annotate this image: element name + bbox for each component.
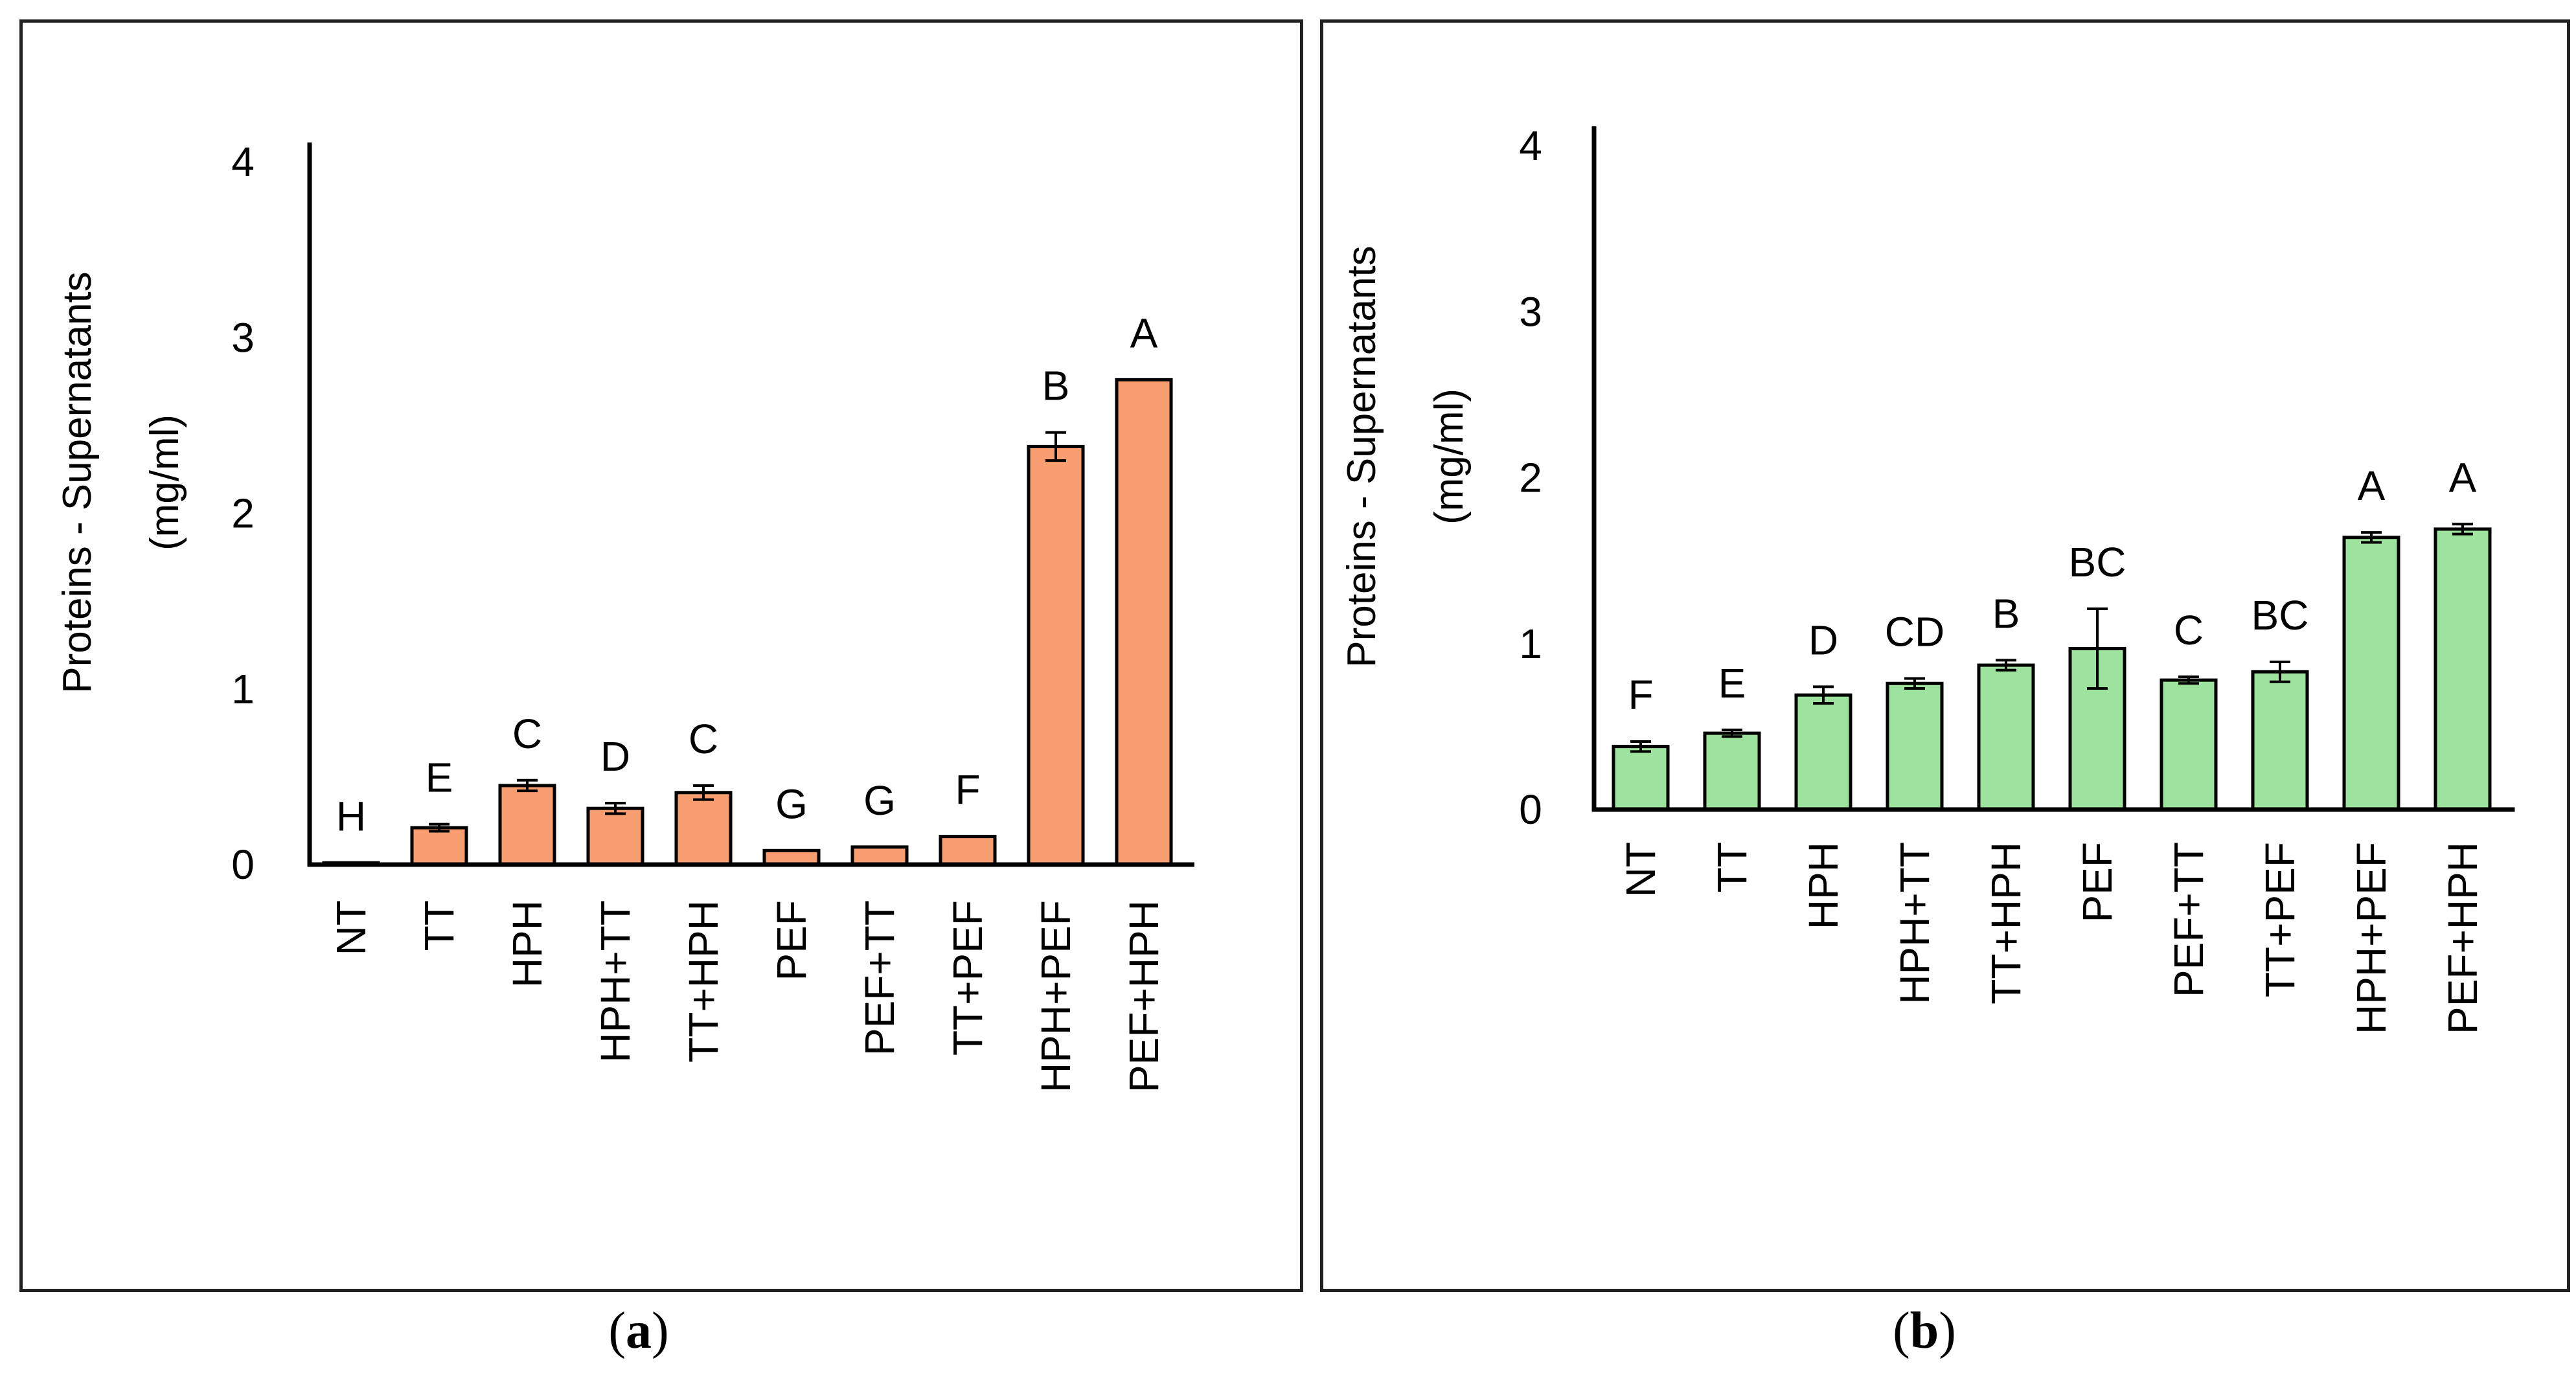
error-bar (517, 778, 538, 793)
x-tick-label: HPH+TT (592, 900, 639, 1063)
chart-a-svg: 0 1 2 3 4 Proteins - Supernatants (mg/ml) H NT E T… (55, 139, 1194, 1093)
bar (1794, 693, 1852, 811)
x-tick-label: HPH+TT (1891, 842, 1938, 1004)
significance-letter: E (426, 755, 453, 801)
x-tick-label: TT+HPH (1983, 842, 2029, 1004)
caption-a: (a) (608, 1302, 669, 1359)
x-tick-label: PEF+TT (2165, 842, 2212, 997)
y-tick-label: 1 (231, 666, 255, 712)
significance-letter: A (2449, 454, 2477, 501)
bar (2434, 527, 2492, 811)
error-bar (1904, 677, 1925, 690)
x-tick-label: PEF+HPH (2439, 842, 2486, 1034)
significance-letter: F (955, 767, 980, 813)
significance-letter: C (512, 710, 542, 757)
bar (939, 835, 997, 867)
error-bar (1630, 740, 1651, 753)
x-tick-label: NT (328, 900, 374, 955)
y-axis-label: Proteins - Supernatants (1339, 245, 1384, 667)
y-tick-label: 4 (1519, 122, 1542, 169)
bar (2342, 536, 2400, 811)
significance-letter: H (336, 793, 366, 839)
bar (410, 826, 468, 867)
error-bar (2087, 607, 2108, 690)
chart-panel-b: 0 1 2 3 4 Proteins - Supernatants (mg/ml) F NT E T… (1320, 19, 2570, 1292)
error-bar (429, 823, 450, 833)
bar (586, 806, 644, 867)
bar (2251, 670, 2309, 811)
significance-letter: A (2358, 462, 2386, 509)
y-tick-label: 3 (231, 314, 255, 361)
error-bar (1996, 659, 2016, 672)
x-tick-label: HPH (504, 900, 551, 988)
bar (498, 784, 556, 867)
error-bar (2452, 523, 2473, 536)
x-tick-label: TT (416, 900, 462, 951)
bar (1612, 745, 1670, 811)
caption-b-label: b (1909, 1302, 1939, 1359)
bar (1115, 378, 1173, 867)
significance-letter: G (863, 777, 896, 824)
bar (1703, 731, 1761, 811)
y-axis-label: Proteins - Supernatants (55, 271, 100, 693)
y-tick-label: 2 (1519, 455, 1542, 501)
x-tick-label: TT (1709, 842, 1755, 892)
y-tick-label: 0 (231, 841, 255, 888)
x-tick-label: PEF (768, 900, 815, 981)
significance-letter: B (1042, 363, 1070, 409)
bar (1886, 681, 1944, 811)
significance-letter: A (1130, 310, 1158, 356)
y-tick-label: 0 (1519, 786, 1542, 833)
significance-letter: C (689, 716, 718, 762)
x-tick-label: PEF+TT (856, 900, 903, 1056)
x-tick-label: TT+PEF (2257, 842, 2303, 997)
chart-b-svg: 0 1 2 3 4 Proteins - Supernatants (mg/ml) F NT E T… (1339, 122, 2515, 1034)
error-bar (1813, 685, 1834, 705)
significance-letter: CD (1885, 609, 1944, 655)
bar (850, 845, 909, 867)
error-bar (693, 784, 714, 801)
error-bar (1045, 431, 1066, 462)
x-tick-label: HPH+PEF (1032, 900, 1079, 1093)
caption-a-label: a (626, 1302, 652, 1359)
significance-letter: BC (2251, 592, 2309, 639)
y-tick-label: 4 (231, 139, 255, 185)
error-bar (605, 802, 626, 815)
bar (2160, 678, 2218, 811)
error-bar (2361, 531, 2382, 544)
significance-letter: E (1718, 660, 1746, 707)
y-axis-unit-label: (mg/ml) (142, 414, 187, 550)
x-tick-label: HPH (1800, 842, 1847, 929)
bar (1977, 663, 2035, 811)
significance-letter: F (1628, 672, 1653, 718)
y-axis-unit-label: (mg/ml) (1427, 389, 1472, 525)
significance-letter: G (775, 780, 808, 827)
significance-letter: D (1808, 617, 1838, 663)
error-bar (2270, 660, 2290, 683)
error-bar (2178, 675, 2199, 685)
x-tick-label: PEF (2074, 842, 2121, 922)
x-tick-label: TT+PEF (944, 900, 991, 1056)
error-bar (1722, 729, 1742, 738)
significance-letter: C (2174, 607, 2204, 653)
y-tick-label: 3 (1519, 288, 1542, 335)
significance-letter: B (1992, 590, 2020, 637)
y-tick-label: 1 (1519, 620, 1542, 667)
y-tick-label: 2 (231, 490, 255, 537)
caption-b: (b) (1893, 1302, 1956, 1359)
significance-letter: BC (2069, 539, 2126, 585)
bar (1027, 444, 1085, 867)
significance-letter: D (600, 733, 630, 780)
x-tick-label: TT+HPH (680, 900, 727, 1063)
x-tick-label: PEF+HPH (1121, 900, 1167, 1093)
x-tick-label: NT (1617, 842, 1664, 897)
chart-panel-a: 0 1 2 3 4 Proteins - Supernatants (mg/ml) H NT E T… (19, 19, 1303, 1292)
x-tick-label: HPH+PEF (2348, 842, 2395, 1034)
bar (674, 791, 733, 867)
